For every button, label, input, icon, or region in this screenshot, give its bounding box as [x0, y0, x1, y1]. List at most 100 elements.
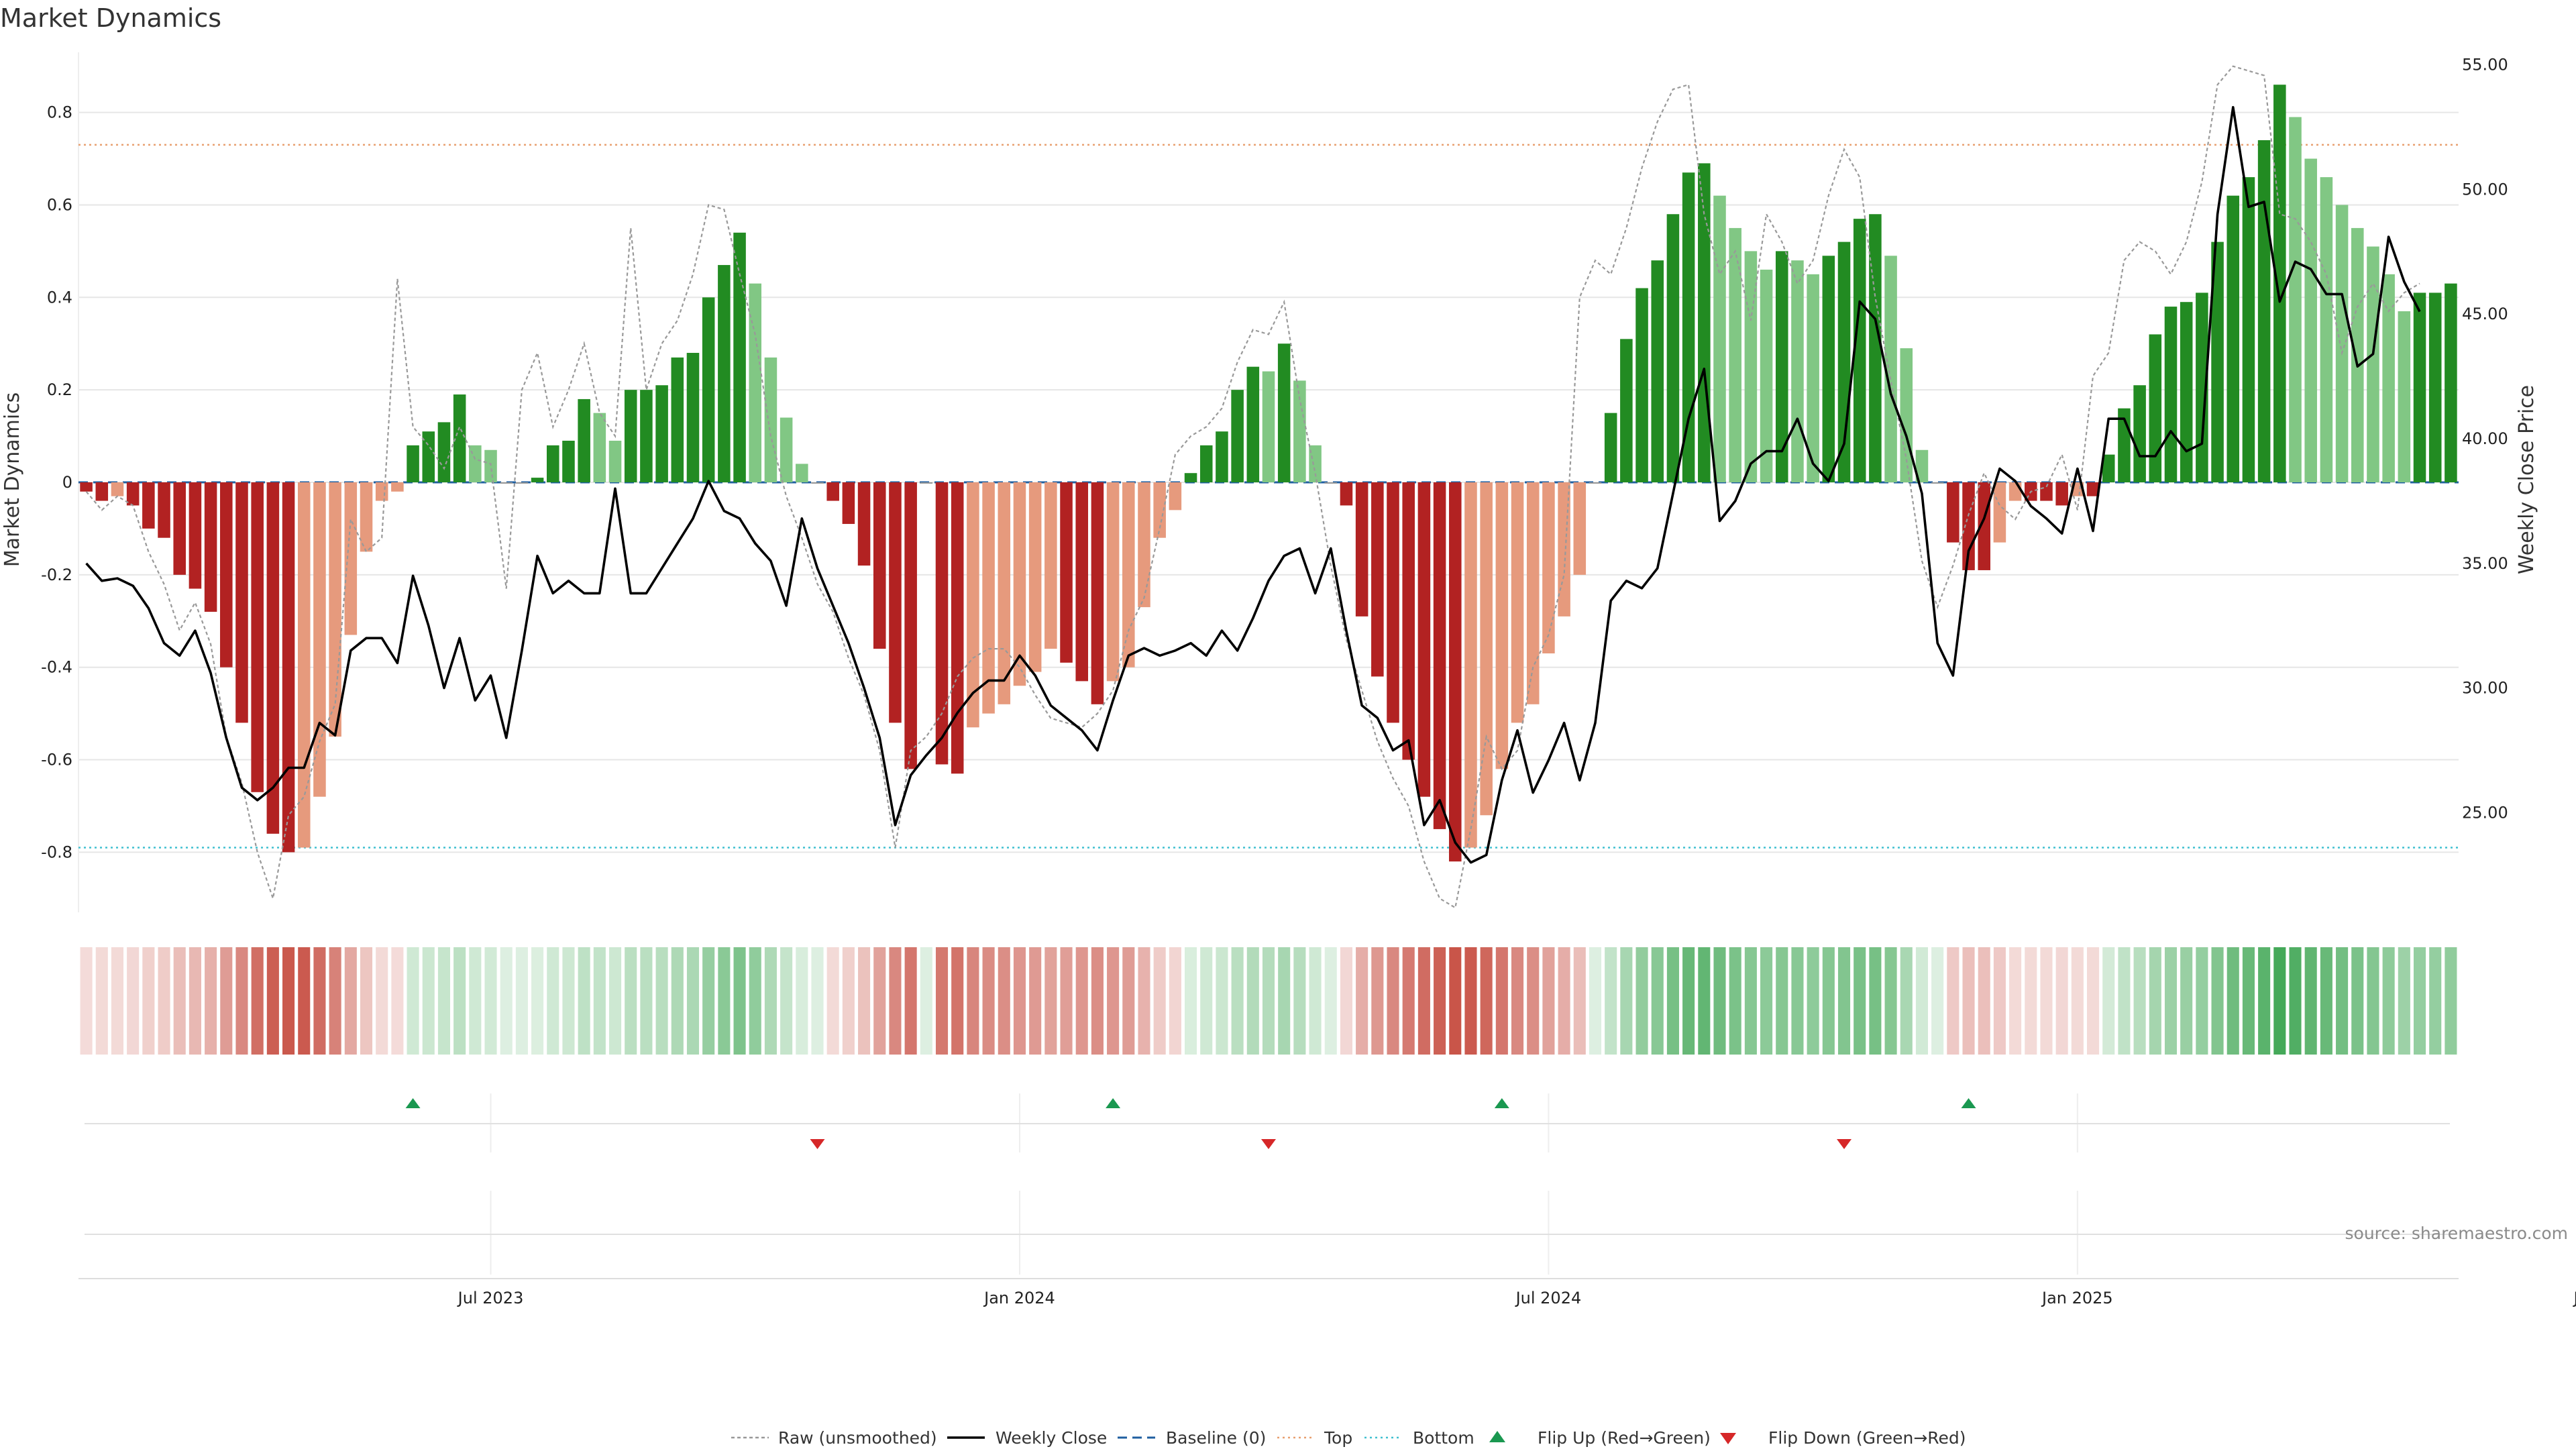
dynamics-bar	[1884, 256, 1897, 482]
heat-cell	[1713, 947, 1726, 1055]
dynamics-bar	[2133, 385, 2146, 482]
heat-cell	[95, 947, 108, 1055]
heat-cell	[2118, 947, 2131, 1055]
raw-unsmoothed-line	[85, 65, 2420, 909]
dynamics-bar	[111, 482, 124, 496]
heat-cell	[2164, 947, 2178, 1055]
heat-cell	[1169, 947, 1181, 1055]
heat-cell	[2429, 947, 2442, 1055]
dynamics-bar	[1589, 482, 1602, 484]
dynamics-bar	[251, 482, 264, 792]
dynamics-bar	[671, 357, 684, 482]
heat-cell	[1837, 947, 1851, 1055]
heat-cell	[220, 947, 233, 1055]
heat-cell	[2289, 947, 2302, 1055]
heat-cell	[189, 947, 201, 1055]
legend: Raw (unsmoothed) Weekly Close Baseline (0)…	[731, 1428, 1966, 1448]
heat-cell	[1915, 947, 1929, 1055]
heat-cell	[2226, 947, 2239, 1055]
dynamics-bar	[842, 482, 855, 525]
heat-cell	[2180, 947, 2193, 1055]
dynamics-bar	[982, 482, 995, 714]
heat-cell	[842, 947, 855, 1055]
heat-cell	[1791, 947, 1804, 1055]
heat-cell	[205, 947, 217, 1055]
heat-cell	[2009, 947, 2022, 1055]
heat-cell	[2040, 947, 2053, 1055]
dynamics-bar	[1760, 269, 1773, 482]
legend-label: Bottom	[1413, 1428, 1474, 1448]
heat-cell	[1464, 947, 1477, 1055]
dynamics-bar	[2242, 177, 2255, 482]
dynamics-bar	[826, 482, 839, 501]
heat-cell	[1356, 947, 1368, 1055]
heat-cell	[1651, 947, 1664, 1055]
dynamics-bar	[1340, 482, 1353, 506]
dynamics-bar	[2335, 205, 2349, 482]
dynamics-bar	[920, 482, 933, 484]
legend-label: Flip Up (Red→Green)	[1538, 1428, 1711, 1448]
left-tick-label: 0	[62, 473, 72, 492]
heat-cell	[298, 947, 311, 1055]
heat-cell	[531, 947, 544, 1055]
dynamics-bar	[2304, 158, 2317, 482]
left-tick-label: 0.6	[47, 195, 72, 214]
dynamics-bar	[531, 478, 544, 482]
dynamics-bar	[1807, 274, 1819, 482]
dynamics-bar	[1511, 482, 1524, 723]
left-tick-label: 0.4	[47, 288, 72, 307]
dynamics-bar	[1869, 214, 1882, 482]
heat-cell	[2196, 947, 2208, 1055]
dynamics-bar	[2008, 482, 2022, 501]
heat-cell	[764, 947, 777, 1055]
legend-label: Baseline (0)	[1166, 1428, 1266, 1448]
dynamics-bar	[904, 482, 917, 769]
heat-cell	[422, 947, 435, 1055]
dynamics-bar	[1199, 445, 1213, 482]
heat-cell	[1760, 947, 1773, 1055]
dynamics-bar	[2367, 246, 2379, 482]
legend-flip-down-icon	[1720, 1433, 1736, 1444]
dynamics-bar	[407, 445, 419, 482]
heat-cell	[1666, 947, 1679, 1055]
heat-cell	[266, 947, 279, 1055]
dynamics-bar	[266, 482, 280, 834]
dynamics-bar	[1216, 431, 1228, 482]
dynamics-bar	[1464, 482, 1477, 848]
dynamics-bar	[484, 449, 497, 482]
heat-cell	[484, 947, 497, 1055]
dynamics-bar	[1075, 482, 1089, 682]
heat-cell	[889, 947, 902, 1055]
left-tick-label: -0.6	[41, 751, 72, 769]
heat-cell	[376, 947, 388, 1055]
left-tick-label: 0.8	[47, 103, 72, 122]
left-tick-label: -0.4	[41, 658, 72, 677]
dynamics-bar	[1060, 482, 1073, 663]
dynamics-bar	[2226, 195, 2240, 482]
dynamics-bar	[1651, 260, 1664, 482]
flip-up-marker	[405, 1098, 421, 1108]
heat-cell	[2133, 947, 2146, 1055]
dynamics-bar	[1915, 449, 1929, 482]
heat-cell	[1246, 947, 1259, 1055]
heat-cell	[469, 947, 482, 1055]
heat-cell	[1605, 947, 1617, 1055]
dynamics-bar	[780, 417, 793, 482]
heat-cell	[718, 947, 731, 1055]
heat-cell	[2087, 947, 2100, 1055]
heat-cell	[967, 947, 979, 1055]
heat-cell	[1993, 947, 2006, 1055]
dynamics-bar	[1387, 482, 1399, 723]
dynamics-bar	[1635, 288, 1648, 482]
dynamics-bar	[2102, 454, 2115, 482]
heat-cell	[1511, 947, 1524, 1055]
heat-cell	[1776, 947, 1788, 1055]
heat-cell	[1822, 947, 1835, 1055]
dynamics-bar	[889, 482, 902, 723]
heat-cell	[1185, 947, 1197, 1055]
heat-cell	[282, 947, 295, 1055]
heat-cell	[1962, 947, 1975, 1055]
heat-cell	[2055, 947, 2068, 1055]
heat-cell	[1434, 947, 1446, 1055]
dynamics-bar	[1729, 227, 1741, 482]
